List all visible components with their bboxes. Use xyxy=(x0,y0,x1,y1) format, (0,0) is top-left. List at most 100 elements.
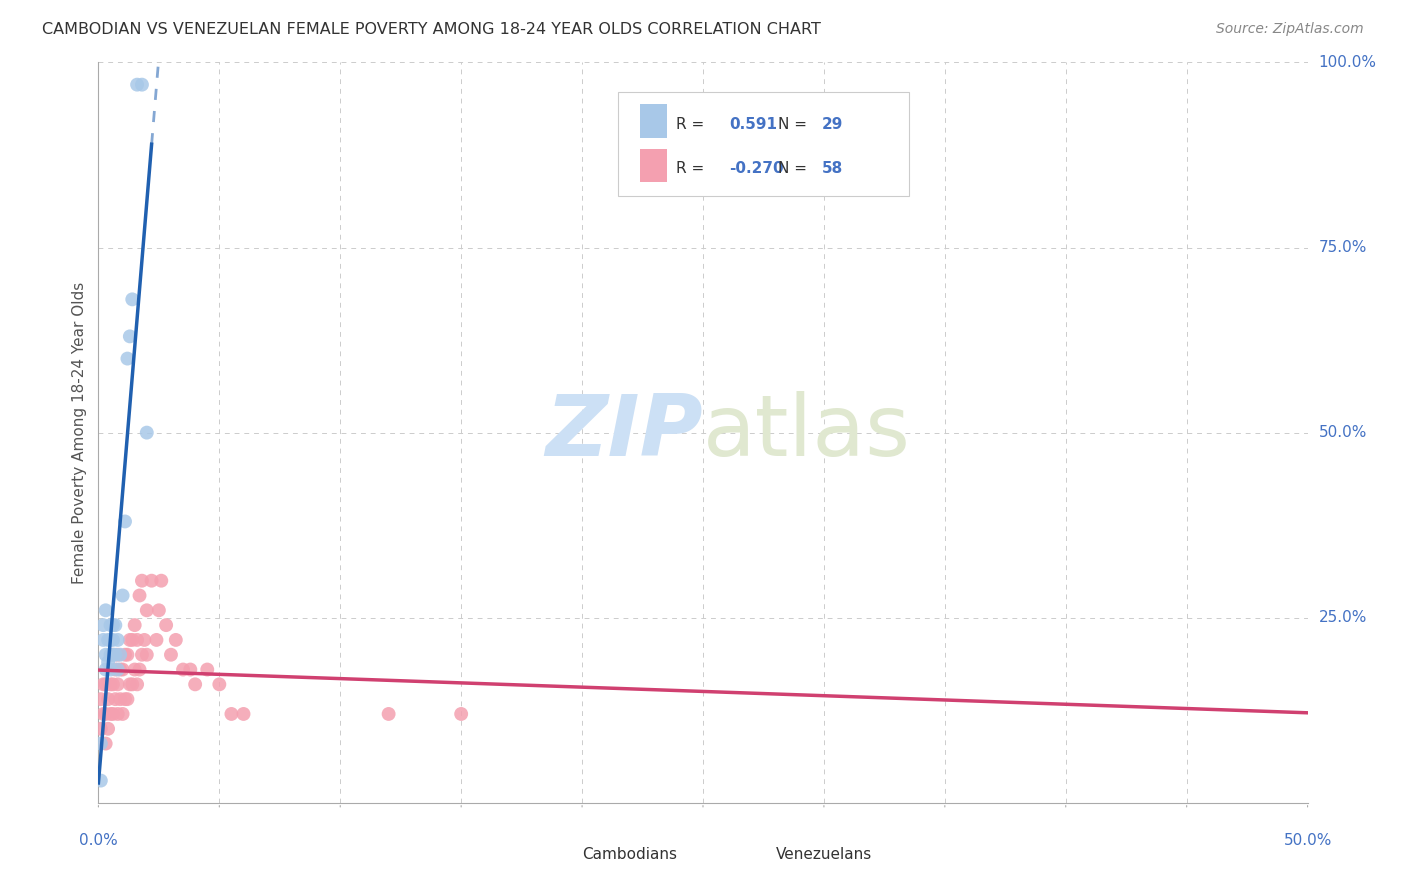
Point xyxy=(124,663,146,677)
Point xyxy=(450,706,472,721)
Text: 50.0%: 50.0% xyxy=(1284,833,1331,848)
Text: 100.0%: 100.0% xyxy=(1319,55,1376,70)
Point xyxy=(104,663,127,677)
Text: 50.0%: 50.0% xyxy=(1319,425,1367,440)
FancyBboxPatch shape xyxy=(619,92,908,195)
Point xyxy=(131,574,153,588)
Point xyxy=(90,692,112,706)
Point xyxy=(94,603,117,617)
Point xyxy=(100,706,122,721)
Point xyxy=(135,603,157,617)
Text: atlas: atlas xyxy=(703,391,911,475)
Point xyxy=(172,663,194,677)
Point xyxy=(100,677,122,691)
Point xyxy=(184,677,207,691)
Point xyxy=(121,677,143,691)
Point xyxy=(150,574,173,588)
Y-axis label: Female Poverty Among 18-24 Year Olds: Female Poverty Among 18-24 Year Olds xyxy=(72,282,87,583)
Point xyxy=(111,663,134,677)
FancyBboxPatch shape xyxy=(740,840,766,870)
Point xyxy=(377,706,399,721)
FancyBboxPatch shape xyxy=(546,840,572,870)
Point xyxy=(97,692,120,706)
Point xyxy=(141,574,163,588)
Point xyxy=(94,663,117,677)
Point xyxy=(114,692,136,706)
Point xyxy=(100,632,122,647)
Point xyxy=(101,677,124,691)
Text: 29: 29 xyxy=(821,117,842,132)
Point xyxy=(107,632,129,647)
Text: CAMBODIAN VS VENEZUELAN FEMALE POVERTY AMONG 18-24 YEAR OLDS CORRELATION CHART: CAMBODIAN VS VENEZUELAN FEMALE POVERTY A… xyxy=(42,22,821,37)
Point xyxy=(160,648,183,662)
Point xyxy=(91,706,114,721)
Point xyxy=(114,648,136,662)
Point xyxy=(127,677,149,691)
Point xyxy=(101,632,124,647)
Point xyxy=(118,677,141,691)
Text: N =: N = xyxy=(778,117,811,132)
Point xyxy=(108,663,131,677)
Point xyxy=(128,589,150,603)
Point xyxy=(111,589,134,603)
Point xyxy=(90,773,112,788)
Point xyxy=(91,632,114,647)
Point xyxy=(111,706,134,721)
Point xyxy=(135,425,157,440)
Point xyxy=(148,603,170,617)
Point xyxy=(91,618,114,632)
Point xyxy=(155,618,177,632)
Point xyxy=(104,692,127,706)
FancyBboxPatch shape xyxy=(640,104,666,137)
Point xyxy=(97,722,120,736)
Point xyxy=(131,78,153,92)
Point xyxy=(101,618,124,632)
Text: R =: R = xyxy=(676,117,710,132)
Point xyxy=(107,663,129,677)
Text: R =: R = xyxy=(676,161,710,177)
Point xyxy=(90,737,112,751)
Point xyxy=(97,632,120,647)
Point xyxy=(165,632,187,647)
Point xyxy=(100,618,122,632)
Text: Venezuelans: Venezuelans xyxy=(776,847,872,863)
Point xyxy=(108,648,131,662)
Point xyxy=(145,632,167,647)
Text: 0.0%: 0.0% xyxy=(79,833,118,848)
Point xyxy=(121,632,143,647)
Point xyxy=(134,632,156,647)
Point xyxy=(131,648,153,662)
Text: 0.591: 0.591 xyxy=(730,117,778,132)
Text: Source: ZipAtlas.com: Source: ZipAtlas.com xyxy=(1216,22,1364,37)
Point xyxy=(107,648,129,662)
Point xyxy=(94,737,117,751)
Point xyxy=(232,706,254,721)
Point xyxy=(179,663,201,677)
Text: -0.270: -0.270 xyxy=(730,161,785,177)
Point xyxy=(114,515,136,529)
Text: ZIP: ZIP xyxy=(546,391,703,475)
Point xyxy=(118,329,141,343)
Text: Cambodians: Cambodians xyxy=(582,847,678,863)
Point xyxy=(101,706,124,721)
Text: N =: N = xyxy=(778,161,811,177)
Point xyxy=(91,677,114,691)
FancyBboxPatch shape xyxy=(640,149,666,182)
Point xyxy=(97,655,120,669)
Point xyxy=(94,706,117,721)
Point xyxy=(117,648,139,662)
Point xyxy=(101,648,124,662)
Point xyxy=(104,618,127,632)
Point xyxy=(127,78,149,92)
Point xyxy=(107,706,129,721)
Text: 25.0%: 25.0% xyxy=(1319,610,1367,625)
Text: 58: 58 xyxy=(821,161,842,177)
Point xyxy=(118,632,141,647)
Point xyxy=(117,692,139,706)
Point xyxy=(94,648,117,662)
Point xyxy=(100,648,122,662)
Point xyxy=(117,351,139,366)
Point xyxy=(104,648,127,662)
Point xyxy=(127,632,149,647)
Point xyxy=(124,618,146,632)
